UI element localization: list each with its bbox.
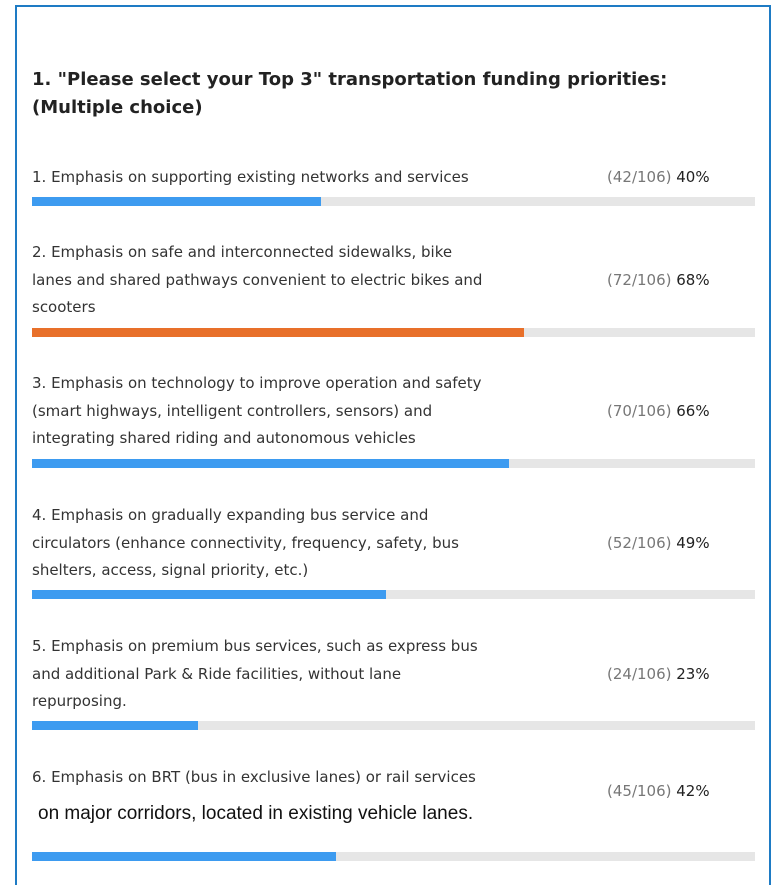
option-text: 6. Emphasis on BRT (bus in exclusive lan…: [32, 768, 476, 786]
option-text: and additional Park & Ride facilities, w…: [32, 664, 402, 683]
bar: [32, 197, 322, 206]
count: (42/106): [607, 168, 677, 186]
vote-count: (24/106) 23%: [607, 665, 710, 683]
count: (72/106): [607, 270, 677, 289]
vote-count: (52/106) 49%: [607, 534, 710, 552]
bar-track: [32, 590, 755, 599]
option-text: 3. Emphasis on technology to improve ope…: [32, 374, 482, 392]
bar-track: [32, 459, 755, 468]
percent: 23%: [676, 664, 710, 683]
percent: 68%: [676, 270, 710, 289]
percent: 49%: [676, 533, 710, 552]
count: (45/106): [607, 781, 677, 800]
vote-count: (70/106) 66%: [607, 402, 710, 420]
option-text: 5. Emphasis on premium bus services, suc…: [32, 637, 478, 655]
bar-track: [32, 721, 755, 730]
percent: 42%: [676, 781, 710, 800]
option-text: lanes and shared pathways convenient to …: [32, 270, 483, 289]
option-text: 1. Emphasis on supporting existing netwo…: [32, 168, 469, 186]
count: (52/106): [607, 533, 677, 552]
count: (24/106): [607, 664, 677, 683]
option-text: shelters, access, signal priority, etc.): [32, 561, 309, 579]
option-text: on major corridors, located in existing …: [38, 803, 474, 824]
vote-count: (42/106) 40%: [607, 168, 710, 186]
percent: 40%: [676, 168, 710, 186]
option-text: integrating shared riding and autonomous…: [32, 429, 416, 447]
bar-track: [32, 197, 755, 206]
bar-track: [32, 852, 755, 861]
option-text: (smart highways, intelligent controllers…: [32, 401, 433, 420]
bar: [32, 459, 510, 468]
bar-track: [32, 328, 755, 337]
bar: [32, 721, 199, 730]
vote-count: (72/106) 68%: [607, 271, 710, 289]
option-text: circulators (enhance connectivity, frequ…: [32, 533, 459, 552]
frame: [15, 5, 771, 885]
option-text: 2. Emphasis on safe and interconnected s…: [32, 243, 453, 261]
percent: 66%: [676, 401, 710, 420]
bar: [32, 852, 336, 861]
option-text: repurposing.: [32, 692, 127, 710]
option-text: scooters: [32, 298, 96, 316]
count: (70/106): [607, 401, 677, 420]
option-text: 4. Emphasis on gradually expanding bus s…: [32, 506, 429, 524]
vote-count: (45/106) 42%: [607, 782, 710, 800]
bar: [32, 590, 387, 599]
question-title: 1. "Please select your Top 3" transporta…: [32, 69, 668, 118]
bar: [32, 328, 524, 337]
